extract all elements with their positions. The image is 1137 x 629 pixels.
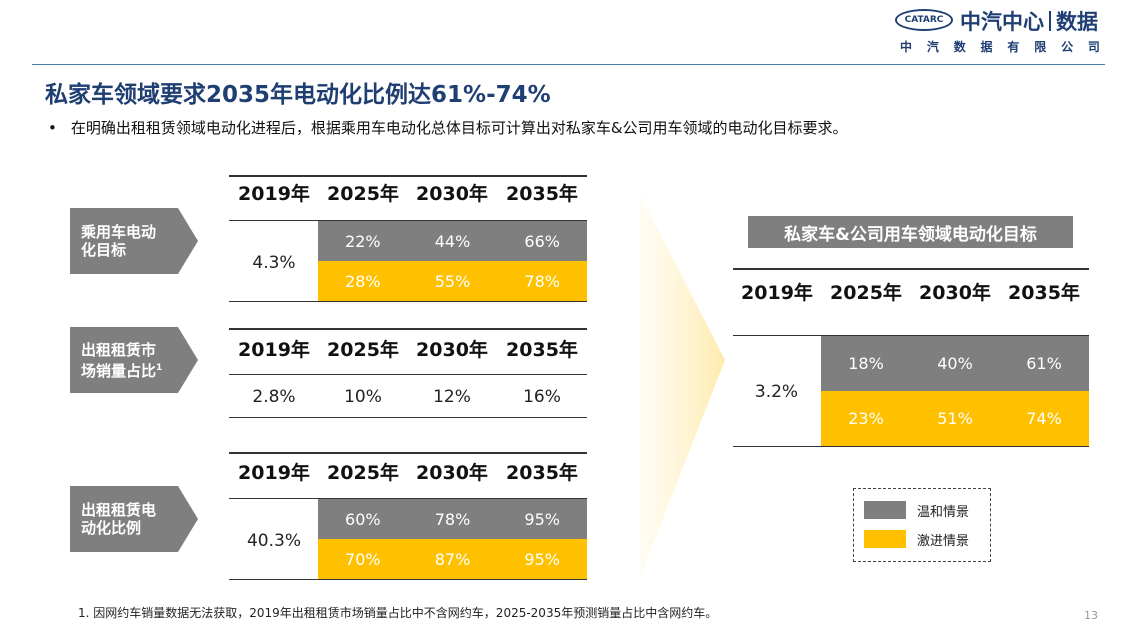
rental-ev-moderate-2030: 78% <box>434 509 471 529</box>
legend-moderate-label: 温和情景 <box>917 505 970 520</box>
private-aggressive-row: 23% 51% 74% <box>821 391 1089 446</box>
label-line: 出租租赁电 <box>81 501 157 519</box>
table1-bottom-rule <box>229 301 587 302</box>
rental-ev-moderate-row: 60% 78% 95% <box>318 499 587 539</box>
passenger-aggressive-2025: 28% <box>345 271 381 291</box>
label-line: 场销量占比 <box>81 361 157 380</box>
page-title: 私家车领域要求2035年电动化比例达61%-74% <box>45 82 551 108</box>
year-header: 2019年 <box>238 462 310 484</box>
bullet-dot: • <box>48 119 57 137</box>
private-aggressive-2035: 74% <box>1026 409 1062 428</box>
rental-share-2019: 2.8% <box>252 387 296 407</box>
rental-ev-aggressive-2035: 95% <box>524 549 560 569</box>
passenger-moderate-2035: 66% <box>524 231 560 251</box>
logo-separator <box>1049 11 1051 31</box>
private-moderate-2025: 18% <box>848 354 884 373</box>
table3-header-rule <box>229 498 587 499</box>
rental-ev-2019-value: 40.3% <box>246 531 301 551</box>
year-header: 2035年 <box>506 462 578 484</box>
year-header: 2025年 <box>830 282 902 304</box>
year-header: 2025年 <box>327 462 399 484</box>
rental-ev-moderate-2035: 95% <box>524 509 560 529</box>
year-header: 2030年 <box>416 462 488 484</box>
private-table-header-rule <box>733 335 1089 336</box>
rental-share-2035: 16% <box>523 387 561 407</box>
table1-header-rule <box>229 220 587 221</box>
footnote: 1. 因网约车销量数据无法获取，2019年出租租赁市场销量占比中不含网约车，20… <box>78 606 718 620</box>
label-passenger-target: 乘用车电动 化目标 <box>70 208 198 274</box>
year-header: 2019年 <box>238 339 310 361</box>
table2-top-rule <box>229 328 587 330</box>
passenger-2019-value: 4.3% <box>252 253 296 273</box>
private-table-top-rule <box>733 268 1089 270</box>
table1-top-rule <box>229 175 587 177</box>
legend-aggressive-label: 激进情景 <box>917 534 970 549</box>
company-subtitle: 中 汽 数 据 有 限 公 司 <box>900 38 1100 55</box>
catarc-logo: CATARC <box>895 9 953 31</box>
rental-ev-aggressive-2030: 87% <box>434 549 471 569</box>
company-name: 中汽中心 数据 <box>960 6 1098 36</box>
header-divider <box>32 64 1105 65</box>
table2-header-rule <box>229 374 587 375</box>
rental-ev-aggressive-2025: 70% <box>345 549 381 569</box>
label-line: 乘用车电动 <box>81 223 157 241</box>
bullet-point: • 在明确出租租赁领域电动化进程后，根据乘用车电动化总体目标可计算出对私家车&公司… <box>48 117 848 138</box>
table3-top-rule <box>229 452 587 454</box>
year-header: 2025年 <box>327 339 399 361</box>
year-header: 2030年 <box>416 339 488 361</box>
year-header: 2019年 <box>741 282 813 304</box>
passenger-aggressive-2030: 55% <box>434 271 471 291</box>
passenger-moderate-2025: 22% <box>345 231 381 251</box>
label-line: 化目标 <box>81 241 127 259</box>
private-table-bottom-rule <box>733 446 1089 447</box>
company-subtitle-char: 据 <box>980 40 993 54</box>
rental-ev-moderate-2025: 60% <box>345 509 381 529</box>
label-rental-ev-ratio: 出租租赁电 动化比例 <box>70 486 198 552</box>
private-moderate-2030: 40% <box>937 354 973 373</box>
private-target-title: 私家车&公司用车领域电动化目标 <box>748 216 1073 248</box>
private-aggressive-2025: 23% <box>848 409 884 428</box>
footnote-marker: 1 <box>156 362 163 373</box>
company-subtitle-char: 司 <box>1087 40 1100 54</box>
label-line: 出租租赁市 <box>81 340 157 359</box>
legend-moderate-swatch <box>864 501 906 519</box>
company-subtitle-char: 公 <box>1061 40 1074 54</box>
rental-ev-aggressive-row: 70% 87% 95% <box>318 539 587 579</box>
passenger-aggressive-2035: 78% <box>524 271 560 291</box>
private-moderate-row: 18% 40% 61% <box>821 336 1089 391</box>
table3-bottom-rule <box>229 579 587 580</box>
year-header: 2035年 <box>506 339 578 361</box>
year-header: 2019年 <box>238 183 310 205</box>
private-moderate-2035: 61% <box>1026 354 1062 373</box>
rental-share-2030: 12% <box>433 387 471 407</box>
year-header: 2030年 <box>919 282 991 304</box>
company-subtitle-char: 限 <box>1034 40 1047 54</box>
year-header: 2025年 <box>327 183 399 205</box>
year-header: 2035年 <box>506 183 578 205</box>
year-header: 2035年 <box>1008 282 1080 304</box>
private-2019-value: 3.2% <box>754 382 799 402</box>
company-subtitle-char: 有 <box>1007 40 1020 54</box>
company-subtitle-char: 汽 <box>926 40 939 54</box>
year-header: 2030年 <box>416 183 488 205</box>
bullet-text: 在明确出租租赁领域电动化进程后，根据乘用车电动化总体目标可计算出对私家车&公司用… <box>70 119 848 137</box>
company-subtitle-char: 中 <box>900 40 913 54</box>
passenger-moderate-2030: 44% <box>434 231 471 251</box>
passenger-moderate-row: 22% 44% 66% <box>318 221 587 261</box>
company-subtitle-char: 数 <box>953 40 966 54</box>
label-line: 动化比例 <box>81 519 142 537</box>
transition-arrow <box>640 195 725 577</box>
rental-share-2025: 10% <box>344 387 382 407</box>
company-name-a: 中汽中心 <box>960 10 1044 34</box>
private-aggressive-2030: 51% <box>937 409 973 428</box>
scenario-legend: 温和情景 激进情景 <box>853 488 991 562</box>
table2-bottom-rule <box>229 417 587 418</box>
legend-aggressive-swatch <box>864 530 906 548</box>
company-name-b: 数据 <box>1056 10 1098 34</box>
label-rental-share: 出租租赁市场销量占比1 <box>70 327 198 393</box>
passenger-aggressive-row: 28% 55% 78% <box>318 261 587 301</box>
page-number: 13 <box>1084 609 1098 622</box>
